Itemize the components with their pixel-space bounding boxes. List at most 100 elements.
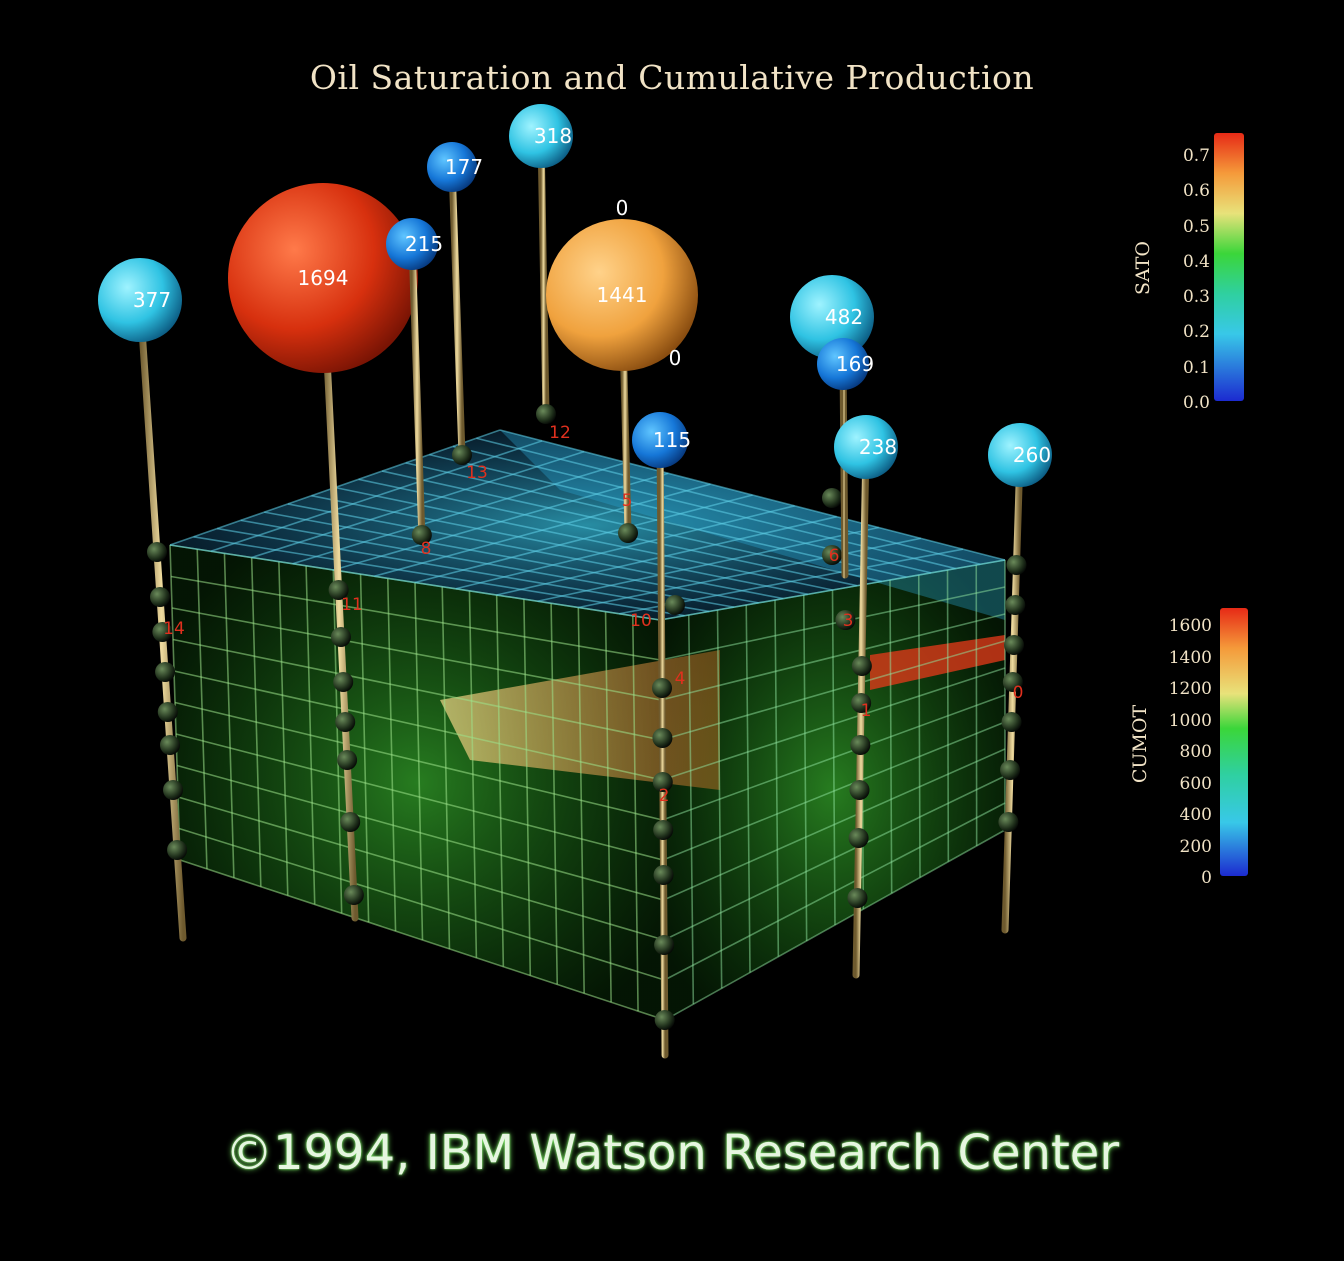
cumulative-production-sphere [834,415,898,479]
well-1: 238 1 [834,415,898,979]
completion-bead [146,542,167,562]
sato-tick-label: 0.7 [1182,146,1210,166]
cumulative-production-sphere [98,258,182,342]
cumot-value-label: 169 [836,352,874,376]
completion-bead [1002,672,1023,692]
completion-bead [851,693,872,713]
completion-bead [652,728,673,748]
well-4: 4 [675,669,686,689]
cumot-value-label: 215 [405,232,443,256]
cumot-value-label: 1441 [597,283,648,307]
cumulative-production-sphere [228,183,418,373]
completion-bead [1004,635,1024,655]
well-pipe [408,240,426,544]
well-0: 260 0 [988,423,1052,934]
cumot-colorbar-gradient [1220,608,1248,876]
peak-saturation-streak [870,635,1005,690]
cumulative-production-sphere [509,104,573,168]
completion-bead [330,627,351,647]
sato-tick-label: 0.2 [1182,322,1210,343]
cumot-tick-label: 800 [1179,742,1212,762]
completion-bead [849,780,870,800]
completion-bead [847,888,868,908]
well-pipe [1001,451,1024,934]
completion-bead [822,545,842,565]
completion-bead [653,865,674,885]
cumulative-production-sphere [386,218,438,270]
sato-tick-label: 0.4 [1182,251,1210,272]
completion-bead [159,735,180,755]
completion-bead [337,750,358,770]
completion-bead [163,780,184,800]
cumot-tick-label: 1200 [1168,679,1212,699]
cumot-tick-label: 400 [1179,805,1212,825]
well-pipe [136,296,187,942]
cumot-value-label: 377 [133,288,171,312]
well-top-value-label: 0 [616,196,629,220]
cumot-value-label: 482 [825,305,863,329]
reservoir-volume [169,429,1006,1021]
completion-bead [411,525,432,545]
cumulative-production-sphere [632,412,688,468]
sato-tick-label: 0.0 [1182,393,1210,413]
cumot-tick-label: 1000 [1168,710,1212,731]
well-id-label: 3 [843,611,854,631]
well-id-label: 4 [675,669,686,689]
well-id-label: 5 [622,491,633,511]
volume-front-face [170,545,665,1020]
cumot-tick-label: 200 [1179,836,1212,857]
sato-tick-label: 0.5 [1182,216,1210,237]
completion-bead [654,1010,675,1030]
well-id-label: 0 [1013,683,1024,703]
well-2: 115 2 [632,412,691,1059]
well-id-label: 12 [549,423,571,443]
completion-bead [618,523,638,543]
sato-tick-label: 0.1 [1182,357,1210,378]
well-id-label: 2 [659,786,670,806]
well-pipe [537,132,550,418]
completion-bead [835,610,856,630]
completion-bead [155,662,176,682]
well-5: 1441 0 5 [546,196,698,543]
completion-bead [652,678,673,698]
completion-bead [822,488,842,508]
completion-bead [157,702,178,722]
completion-bead [652,772,673,792]
cumulative-production-sphere [817,338,869,390]
cumot-value-label: 238 [859,435,897,459]
well-11: 1694 11 [228,183,418,922]
cumulative-production-sphere [790,275,874,359]
completion-bead [653,820,674,840]
cumot-value-label: 115 [653,428,691,452]
cumot-value-label: 318 [534,124,572,148]
completion-bead [167,840,188,860]
well-10: 0 10 [630,346,685,631]
cumot-tick-label: 1600 [1168,616,1212,636]
completion-bead [328,580,349,600]
completion-bead [333,672,354,692]
completion-bead [998,812,1019,832]
completion-bead [152,622,173,642]
cumot-tick-label: 1400 [1168,647,1212,668]
completion-bead [343,885,364,905]
well-id-label: 8 [421,539,432,559]
well-id-label: 11 [341,595,363,615]
well-14: 377 14 [98,258,188,942]
completion-bead [851,656,872,676]
wells-layer: 3771416941121581771331812144105010115248… [98,104,1052,1059]
chart-title: Oil Saturation and Cumulative Production [309,58,1035,97]
completion-bead [1001,712,1022,732]
completion-bead [340,812,361,832]
cumot-value-label: 1694 [298,266,349,290]
well-id-label: 13 [466,463,488,483]
completion-bead [335,712,356,732]
completion-bead [848,828,869,848]
completion-bead [850,735,871,755]
cumot-value-label: 0 [669,346,682,370]
completion-bead [654,935,675,955]
well-id-label: 10 [630,611,652,631]
sato-colorbar [1214,133,1244,401]
cumot-value-label: 177 [445,155,483,179]
